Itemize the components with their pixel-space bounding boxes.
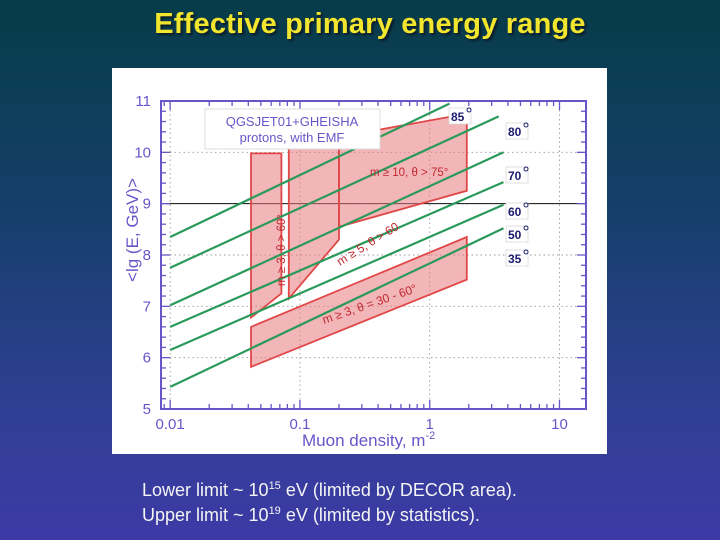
energy-range-chart: 0.01 0.1 1 10 5 6 7 8 9 10 11 Muon density, m-2 <lg … (123, 93, 587, 450)
series-label-box (505, 249, 529, 267)
series-label-box (505, 122, 529, 140)
y-tick-label: 5 (143, 401, 151, 418)
region-3 (250, 235, 468, 369)
degree-mark (523, 122, 529, 128)
series-line-1 (169, 115, 500, 269)
series-line-5 (169, 227, 504, 388)
x-tick-label: 10 (551, 416, 568, 433)
lower-limit-caption: Lower limit ~ 1015 eV (limited by DECOR … (142, 480, 517, 500)
series-label: 85 (451, 110, 465, 124)
x-tick-label: 0.1 (290, 416, 311, 433)
y-tick-label: 9 (143, 196, 151, 213)
x-axis-label: Muon density, m-2 (302, 430, 435, 450)
series-label-box (505, 225, 529, 243)
chart-panel: 0.01 0.1 1 10 5 6 7 8 9 10 11 Muon density, m-2 <lg … (112, 68, 607, 454)
series-line-3 (169, 181, 504, 328)
legend-line-1: QGSJET01+GHEISHA (226, 114, 359, 129)
x-tick-label: 0.01 (156, 416, 185, 433)
degree-mark (523, 202, 529, 208)
y-tick-label: 6 (143, 350, 151, 367)
upper-limit-caption: Upper limit ~ 1019 eV (limited by statis… (142, 505, 480, 525)
region-label: m ≥ 5, θ > 60 (334, 219, 401, 268)
degree-mark (523, 225, 529, 231)
region-label: m ≥ 10, θ > 75° (370, 167, 448, 179)
y-tick-label: 10 (134, 144, 151, 161)
y-tick-label: 11 (135, 93, 151, 110)
series-label: 60 (508, 205, 522, 219)
series-label-box (505, 202, 529, 220)
slide-title: Effective primary energy range (154, 8, 586, 40)
series-label: 70 (508, 169, 522, 183)
series-label: 80 (508, 125, 522, 139)
y-tick-label: 8 (143, 247, 151, 264)
series-line-0 (169, 102, 450, 238)
legend-box (204, 108, 381, 150)
x-tick-label: 1 (426, 416, 434, 433)
y-axis-label: <lg (E, GeV)> (123, 178, 142, 282)
series-label: 50 (508, 228, 522, 242)
series-line-4 (169, 203, 504, 352)
legend-line-2: protons, with EMF (240, 130, 345, 145)
series-line-2 (169, 151, 504, 307)
y-tick-label: 7 (143, 298, 151, 315)
degree-mark (523, 249, 529, 255)
series-label: 35 (508, 252, 522, 266)
series-label-box (448, 107, 472, 125)
degree-mark (523, 166, 529, 172)
region-label: m ≥ 3, θ > 60° (276, 214, 288, 286)
degree-mark (466, 107, 472, 113)
series-label-box (505, 166, 529, 184)
